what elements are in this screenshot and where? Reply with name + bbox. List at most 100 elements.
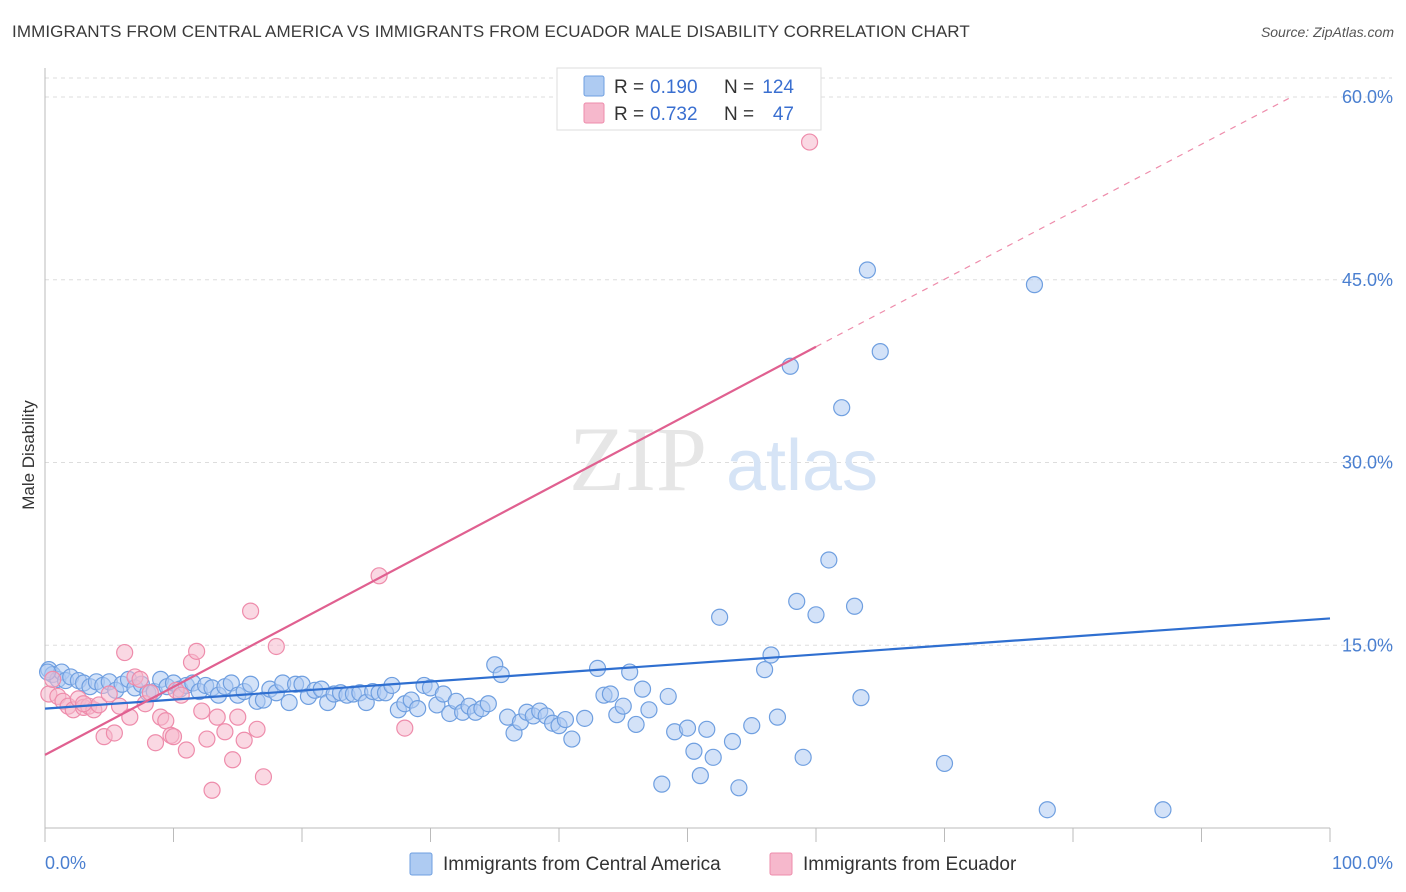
pink-point-29 (188, 642, 206, 660)
blue-point-94 (653, 775, 671, 793)
pink-point-43 (396, 719, 414, 737)
pink-point-39 (248, 720, 266, 738)
pink-point-26 (172, 686, 190, 704)
blue-point-98 (685, 742, 703, 760)
series-ecuador-points (40, 133, 819, 799)
x-axis-ticks (44, 828, 1331, 842)
blue-point-89 (614, 697, 632, 715)
pink-point-16 (121, 708, 139, 726)
blue-point-115 (845, 597, 864, 615)
pink-point-41 (267, 637, 285, 656)
pink-point-21 (146, 734, 165, 752)
pink-point-32 (203, 781, 221, 799)
blue-point-97 (678, 719, 697, 737)
watermark-zip: ZIP (569, 408, 707, 510)
legend-r-value-2: 0.732 (650, 104, 698, 125)
pink-point-46 (74, 695, 93, 713)
pink-point-1 (44, 670, 62, 688)
y-tick-label-45: 45.0% (1342, 270, 1393, 290)
blue-point-91 (627, 715, 645, 734)
pink-point-44 (800, 133, 819, 151)
blue-point-39 (280, 693, 298, 712)
blue-point-108 (768, 708, 787, 726)
legend-n-value-2: 47 (773, 104, 794, 125)
chart-title: IMMIGRANTS FROM CENTRAL AMERICA VS IMMIG… (12, 22, 970, 41)
trend-line-ecuador (44, 345, 817, 756)
blue-point-95 (659, 687, 677, 706)
pink-point-37 (235, 731, 253, 749)
blue-point-92 (633, 680, 652, 698)
y-axis-tick-labels: 15.0% 30.0% 45.0% 60.0% (1342, 87, 1393, 655)
blue-point-100 (698, 720, 716, 738)
legend-n-label-1: N = (724, 77, 754, 98)
trend-lines (44, 96, 1331, 756)
pink-point-18 (131, 670, 149, 688)
pink-point-13 (105, 724, 123, 742)
pink-point-36 (229, 708, 247, 726)
pink-point-30 (193, 702, 211, 720)
blue-point-120 (1025, 276, 1044, 294)
blue-point-111 (794, 748, 812, 766)
source-label: Source: ZipAtlas.com (1260, 24, 1394, 40)
blue-point-106 (755, 661, 774, 679)
y-tick-label-60: 60.0% (1342, 87, 1393, 107)
pink-point-12 (100, 685, 118, 703)
blue-point-82 (556, 710, 575, 729)
blue-point-104 (730, 779, 748, 797)
legend-n-label-2: N = (724, 104, 754, 125)
blue-point-107 (762, 646, 780, 664)
y-axis-label: Male Disability (19, 400, 38, 510)
blue-point-117 (858, 261, 877, 279)
series-legend: Immigrants from Central America Immigran… (409, 852, 1017, 876)
blue-point-119 (935, 754, 954, 773)
blue-point-116 (852, 689, 870, 707)
legend-swatch-blue (583, 75, 605, 97)
blue-point-122 (1154, 801, 1172, 819)
blue-point-103 (723, 732, 742, 751)
blue-point-102 (711, 608, 729, 626)
pink-point-15 (116, 643, 134, 662)
pink-point-45 (164, 728, 183, 746)
x-tick-label-max: 100.0% (1332, 853, 1393, 873)
blue-point-93 (640, 701, 658, 719)
legend-swatch-central-america (409, 852, 433, 876)
y-tick-label-30: 30.0% (1342, 453, 1393, 473)
legend-n-value-1: 124 (762, 77, 794, 98)
blue-point-112 (807, 606, 825, 624)
blue-point-72 (492, 665, 510, 684)
x-tick-label-min: 0.0% (45, 853, 86, 873)
watermark-atlas: atlas (726, 426, 878, 506)
legend-swatch-pink (583, 102, 605, 124)
blue-point-33 (242, 675, 260, 693)
y-tick-label-15: 15.0% (1342, 635, 1393, 655)
pink-point-40 (254, 768, 273, 786)
grid-lines (45, 77, 1392, 646)
blue-point-83 (563, 730, 581, 748)
pink-point-31 (198, 730, 216, 748)
blue-point-113 (820, 551, 838, 569)
legend-r-label-2: R = (614, 104, 644, 125)
legend-label-ecuador: Immigrants from Ecuador (803, 854, 1017, 875)
blue-point-59 (409, 700, 427, 718)
blue-point-63 (434, 685, 452, 703)
pink-point-35 (224, 751, 242, 769)
blue-point-70 (479, 695, 497, 713)
stats-legend-box: R = 0.190 N = 124 R = 0.732 N = 47 (556, 67, 822, 131)
pink-point-38 (242, 602, 260, 620)
legend-r-label-1: R = (614, 77, 644, 98)
blue-point-99 (691, 767, 709, 785)
blue-point-121 (1038, 801, 1056, 819)
legend-r-value-1: 0.190 (650, 77, 698, 98)
pink-point-34 (216, 723, 234, 741)
blue-point-87 (601, 685, 620, 703)
blue-point-84 (576, 709, 594, 727)
blue-point-101 (704, 748, 722, 766)
pink-point-33 (208, 708, 226, 726)
pink-point-27 (177, 741, 195, 759)
trend-line-central-america (44, 617, 1331, 710)
blue-point-110 (788, 592, 806, 610)
legend-label-central-america: Immigrants from Central America (443, 854, 721, 875)
blue-point-105 (743, 717, 761, 735)
blue-point-118 (871, 343, 889, 361)
